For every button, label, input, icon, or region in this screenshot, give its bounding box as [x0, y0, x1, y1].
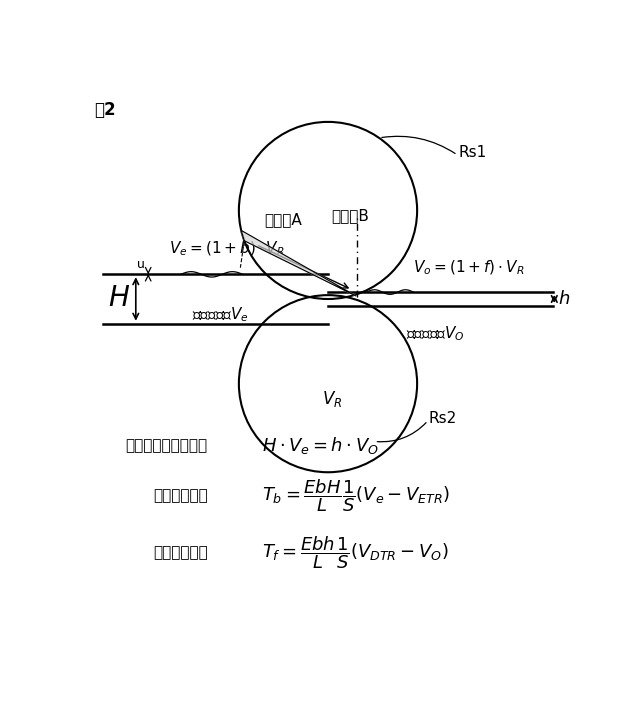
Text: 図2: 図2 — [94, 101, 116, 119]
Text: $H$: $H$ — [108, 286, 130, 313]
Text: Rs1: Rs1 — [458, 145, 486, 160]
Text: 中立点B: 中立点B — [331, 209, 369, 223]
Text: 出側速度：$V_O$: 出側速度：$V_O$ — [406, 324, 465, 343]
Text: $H \cdot V_e = h \cdot V_O$: $H \cdot V_e = h \cdot V_O$ — [262, 435, 379, 456]
Text: $T_b = \dfrac{EbH}{L}\dfrac{1}{S}(V_e - V_{ETR})$: $T_b = \dfrac{EbH}{L}\dfrac{1}{S}(V_e - … — [262, 477, 451, 514]
Text: マスフロー一定則：: マスフロー一定則： — [125, 438, 207, 453]
Text: u: u — [136, 258, 145, 271]
Text: 入側張力式：: 入側張力式： — [154, 488, 209, 503]
Text: 入側速度：$V_e$: 入側速度：$V_e$ — [193, 305, 250, 324]
Text: $V_R$: $V_R$ — [322, 389, 342, 409]
Text: 中立点A: 中立点A — [264, 212, 302, 227]
Polygon shape — [241, 230, 356, 296]
Text: 出側張力式：: 出側張力式： — [154, 545, 209, 561]
Text: $V_o = (1+f)\cdot V_R$: $V_o = (1+f)\cdot V_R$ — [413, 259, 525, 278]
Text: $V_e = (1+b)\cdot V_R$: $V_e = (1+b)\cdot V_R$ — [169, 240, 285, 258]
Text: Rs2: Rs2 — [429, 411, 457, 426]
Text: $h$: $h$ — [558, 290, 570, 308]
Text: $T_f = \dfrac{Ebh}{L}\dfrac{1}{S}(V_{DTR} - V_O)$: $T_f = \dfrac{Ebh}{L}\dfrac{1}{S}(V_{DTR… — [262, 535, 449, 571]
